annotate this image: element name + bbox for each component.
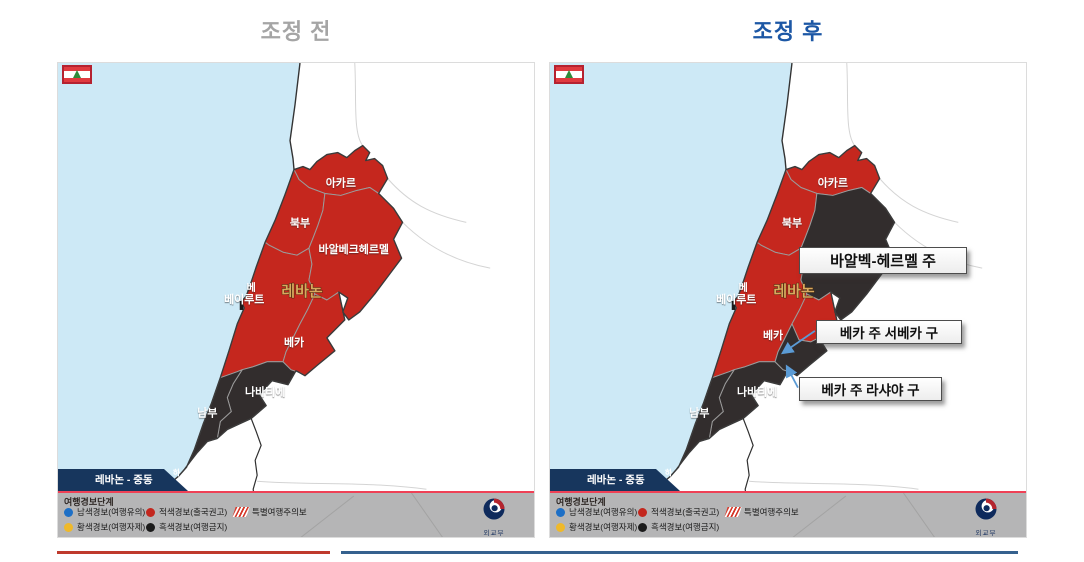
- legend-dot-yellow-icon: [64, 522, 73, 532]
- legend-dot-black-icon: [638, 522, 647, 532]
- map-label-nabatieh: 나바티에: [245, 385, 285, 399]
- panel-title-before: 조정 전: [260, 19, 332, 44]
- legend-label-special: 특별여행주의보: [252, 507, 307, 517]
- mofa-logo: 외교부: [472, 497, 516, 537]
- callout-arrow: [780, 330, 816, 355]
- mofa-logo-label: 외교부: [483, 530, 505, 537]
- mofa-logo-label: 외교부: [975, 530, 997, 537]
- beirut-city-mark: [239, 300, 244, 310]
- banner-label: 레바논 - 중동: [95, 474, 153, 486]
- map-label-baalbek: 바알베크헤르멜: [319, 242, 389, 256]
- map-label-coast_city: 하: [665, 467, 673, 477]
- mofa-logo: 외교부: [964, 497, 1008, 537]
- road-line: [354, 63, 364, 146]
- map-label-north: 북부: [782, 215, 802, 229]
- map-label-north: 북부: [290, 215, 310, 229]
- map-label-coast_city: 하: [173, 467, 181, 477]
- legend-item-red: 적색경보(출국권고): [638, 506, 726, 518]
- legend-row-1: 남색경보(여행유의) 적색경보(출국권고) 특별여행주의보: [556, 506, 799, 518]
- legend-row-1: 남색경보(여행유의) 적색경보(출국권고) 특별여행주의보: [64, 506, 307, 518]
- road-line: [749, 480, 919, 490]
- legend-label-red: 적색경보(출국권고): [159, 507, 228, 517]
- legend-dot-red-icon: [146, 507, 155, 517]
- legend-row-2: 황색경보(여행자제) 흑색경보(여행금지): [64, 521, 234, 533]
- map-label-beirut_short: 베: [739, 281, 748, 294]
- legend-band: 여행경보단계 남색경보(여행유의) 적색경보(출국권고) 특별여행주의보 황색경보(…: [58, 491, 534, 537]
- map-label-beirut: 베이루트: [716, 292, 756, 306]
- legend-dot-yellow-icon: [556, 522, 565, 532]
- legend-dot-red-icon: [638, 507, 647, 517]
- legend-label-black: 흑색경보(여행금지): [651, 522, 720, 532]
- map-label-beirut_short: 베: [247, 281, 256, 294]
- sea: [58, 63, 300, 537]
- map-label-lebanon: 레바논: [773, 282, 814, 300]
- callout-rashaya: 베카 주 라샤야 구: [799, 377, 942, 401]
- legend-row-2: 황색경보(여행자제) 흑색경보(여행금지): [556, 521, 726, 533]
- legend-item-black: 흑색경보(여행금지): [638, 521, 726, 533]
- legend-label-special: 특별여행주의보: [744, 507, 799, 517]
- road-line: [257, 480, 427, 490]
- banner-label: 레바논 - 중동: [587, 474, 645, 486]
- country-banner: 레바논 - 중동: [58, 469, 188, 491]
- callout-baalbek-hermel: 바알벡-헤르멜 주: [799, 247, 967, 274]
- road-line: [846, 63, 856, 146]
- legend-label-blue: 남색경보(여행유의): [569, 507, 638, 517]
- legend-item-yellow: 황색경보(여행자제): [556, 521, 638, 533]
- legend-label-black: 흑색경보(여행금지): [159, 522, 228, 532]
- special-advisory-hatch-icon: [232, 507, 250, 517]
- cedar-icon: [565, 70, 573, 78]
- legend-item-blue: 남색경보(여행유의): [64, 506, 146, 518]
- map-label-beqaa: 베카: [284, 335, 304, 349]
- mofa-emblem-icon: [483, 498, 505, 520]
- coastline-north: [289, 63, 301, 170]
- legend-title: 여행경보단계: [64, 497, 114, 507]
- country-banner: 레바논 - 중동: [550, 469, 680, 491]
- lebanon-flag-icon: [554, 65, 584, 84]
- legend-band: 여행경보단계 남색경보(여행유의) 적색경보(출국권고) 특별여행주의보 황색경보(…: [550, 491, 1026, 537]
- legend-item-red: 적색경보(출국권고): [146, 506, 234, 518]
- map-label-akkar: 아카르: [818, 175, 848, 189]
- callout-arrow: [785, 364, 799, 389]
- legend-label-blue: 남색경보(여행유의): [77, 507, 146, 517]
- legend-label-red: 적색경보(출국권고): [651, 507, 720, 517]
- map-label-akkar: 아카르: [326, 175, 356, 189]
- callout-west-beqaa: 베카 주 서베카 구: [816, 320, 962, 344]
- sea: [550, 63, 792, 537]
- legend-dot-blue-icon: [556, 507, 565, 517]
- legend-dot-black-icon: [146, 522, 155, 532]
- mofa-emblem-icon: [975, 498, 997, 520]
- beirut-city-mark: [731, 300, 736, 310]
- legend-label-yellow: 황색경보(여행자제): [77, 522, 146, 532]
- legend-item-yellow: 황색경보(여행자제): [64, 521, 146, 533]
- map-label-beirut: 베이루트: [224, 292, 264, 306]
- map-label-south: 남부: [689, 407, 709, 420]
- map-label-nabatieh: 나바티에: [737, 385, 777, 399]
- lebanon-flag-icon: [62, 65, 92, 84]
- road-line: [402, 221, 491, 269]
- footer-accent-blue: [341, 551, 1018, 554]
- legend-dot-blue-icon: [64, 507, 73, 517]
- legend-label-yellow: 황색경보(여행자제): [569, 522, 638, 532]
- legend-item-special: 특별여행주의보: [724, 506, 799, 518]
- map-label-south: 남부: [197, 407, 217, 420]
- special-advisory-hatch-icon: [724, 507, 742, 517]
- country-border: [177, 144, 404, 477]
- map-label-lebanon: 레바논: [281, 282, 322, 300]
- panel-title-after: 조정 후: [752, 19, 824, 44]
- road-line: [879, 178, 959, 223]
- map-label-beqaa: 베카: [763, 328, 783, 342]
- cedar-icon: [73, 70, 81, 78]
- footer-accent-red: [57, 551, 330, 554]
- legend-item-blue: 남색경보(여행유의): [556, 506, 638, 518]
- legend-title: 여행경보단계: [556, 497, 606, 507]
- road-line: [387, 178, 467, 223]
- legend-item-special: 특별여행주의보: [232, 506, 307, 518]
- legend-item-black: 흑색경보(여행금지): [146, 521, 234, 533]
- coastline-north: [781, 63, 793, 170]
